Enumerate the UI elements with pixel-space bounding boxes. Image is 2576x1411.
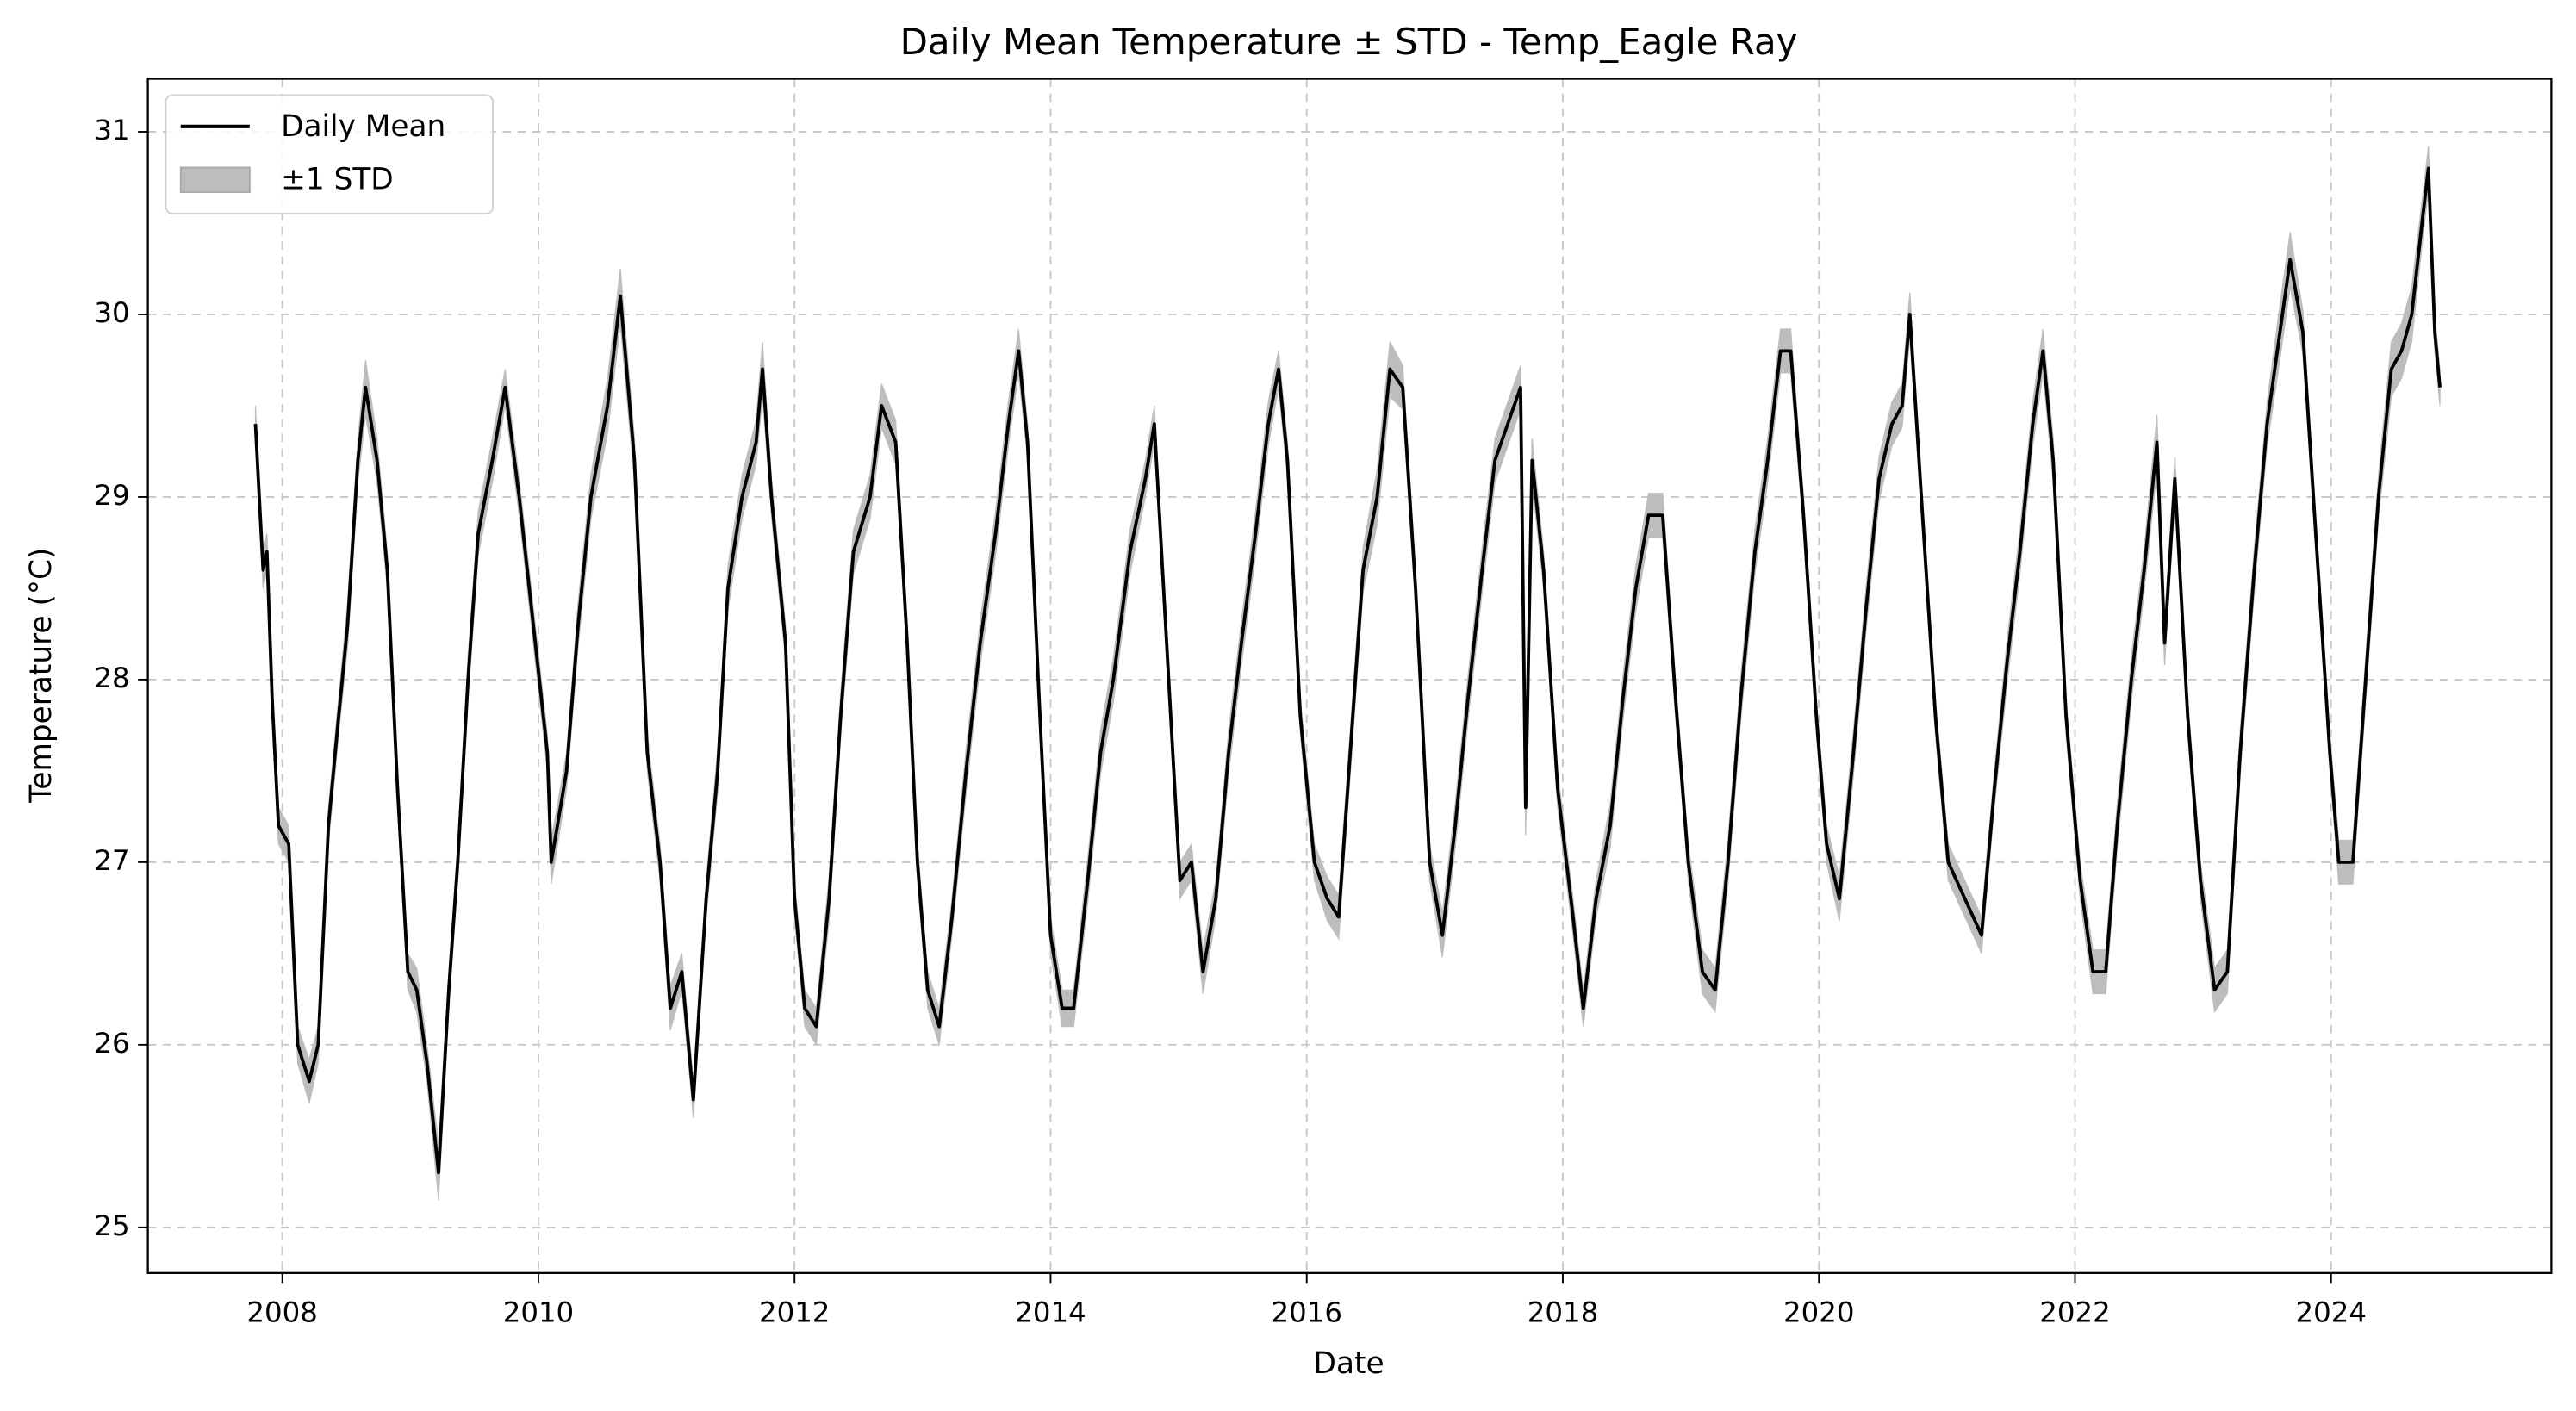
y-axis-label: Temperature (°C) bbox=[24, 548, 59, 804]
y-tick-label: 30 bbox=[94, 296, 129, 329]
x-tick-label: 2012 bbox=[759, 1296, 830, 1328]
chart-title: Daily Mean Temperature ± STD - Temp_Eagl… bbox=[900, 21, 1798, 63]
y-tick-label: 28 bbox=[94, 662, 129, 694]
legend-label: ±1 STD bbox=[281, 162, 394, 196]
x-tick-label: 2010 bbox=[503, 1296, 574, 1328]
x-tick-label: 2018 bbox=[1528, 1296, 1598, 1328]
mean-line bbox=[253, 166, 2442, 1175]
plot-frame bbox=[146, 78, 2553, 1274]
x-tick-label: 2020 bbox=[1783, 1296, 1854, 1328]
x-tick-label: 2014 bbox=[1015, 1296, 1086, 1328]
legend-label: Daily Mean bbox=[281, 109, 445, 144]
legend: Daily Mean ±1 STD bbox=[165, 94, 495, 214]
plot-layer bbox=[147, 78, 2552, 1273]
x-tick-label: 2022 bbox=[2039, 1296, 2110, 1328]
legend-swatch bbox=[179, 166, 251, 194]
x-tick-label: 2024 bbox=[2295, 1296, 2366, 1328]
x-tick-label: 2008 bbox=[246, 1296, 317, 1328]
y-tick-label: 31 bbox=[94, 114, 129, 146]
x-tick-label: 2016 bbox=[1271, 1296, 1341, 1328]
x-axis-label: Date bbox=[1314, 1346, 1384, 1381]
y-tick-label: 27 bbox=[94, 844, 129, 877]
y-tick-label: 25 bbox=[94, 1209, 129, 1242]
y-tick-label: 26 bbox=[94, 1027, 129, 1060]
y-tick-label: 29 bbox=[94, 479, 129, 512]
